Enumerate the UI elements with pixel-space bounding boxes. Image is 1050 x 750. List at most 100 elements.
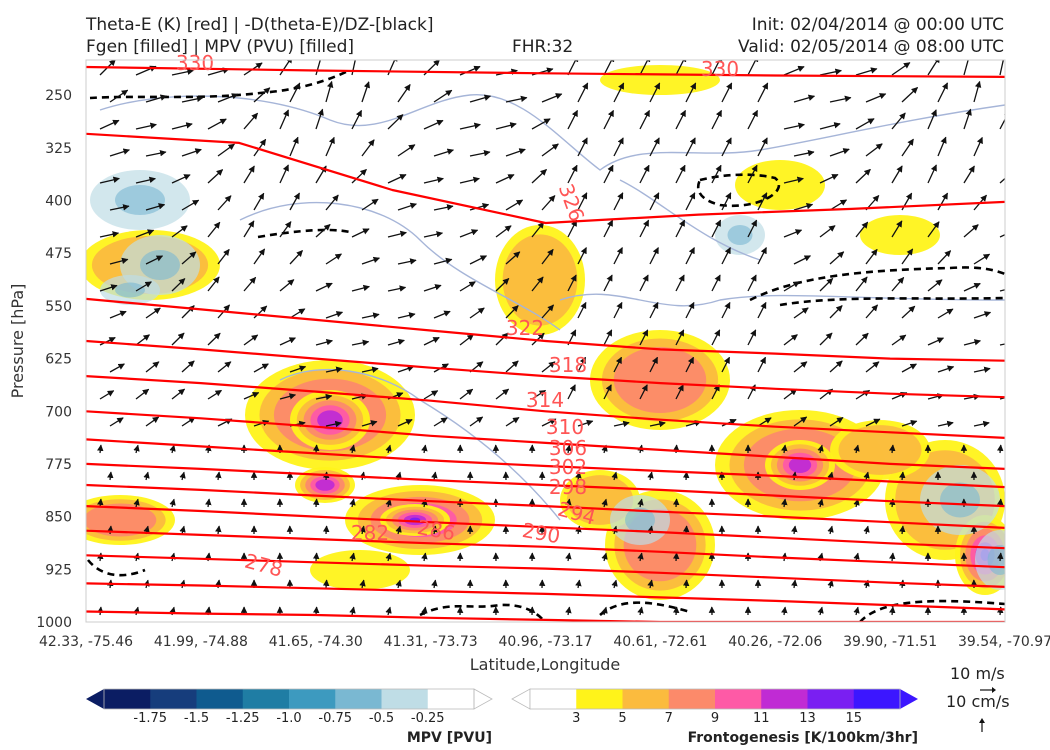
wind-vector — [145, 203, 166, 211]
wind-vector — [541, 248, 554, 265]
wind-vector — [865, 304, 879, 319]
wind-vector — [541, 361, 556, 373]
wind-vector — [181, 95, 204, 103]
wind-vector — [423, 284, 442, 292]
wind-vector — [361, 256, 380, 265]
mpv-colorbar-tick: -1.0 — [276, 711, 301, 726]
mpv-colorbar-swatch — [381, 689, 429, 709]
wind-vector — [757, 417, 772, 427]
wind-vector — [649, 301, 659, 319]
wind-vector — [829, 416, 844, 427]
wind-vector — [397, 202, 417, 211]
wind-vector — [649, 247, 659, 265]
wind-vector — [901, 138, 914, 157]
theta-e-contour-326 — [86, 132, 1005, 225]
wind-vector — [423, 119, 444, 130]
fgen-colorbar-swatch — [715, 689, 762, 709]
wind-vector — [685, 137, 696, 157]
wind-vector — [387, 174, 407, 184]
wind-vector — [819, 225, 836, 238]
wind-vector — [109, 148, 130, 157]
wind-vector — [135, 388, 150, 400]
wind-vector — [675, 219, 686, 238]
wind-vector — [395, 525, 402, 535]
wind-vector — [793, 255, 811, 265]
mpv-colorbar-swatch — [104, 689, 151, 709]
wind-vector — [999, 233, 1005, 238]
wind-vector — [577, 137, 588, 157]
wind-vector — [207, 118, 227, 130]
wind-vector — [541, 93, 563, 103]
fgen-colorbar-label: Frontogenesis [K/100km/3hr] — [688, 730, 918, 746]
wind-vector — [999, 397, 1005, 400]
wind-vector — [855, 118, 875, 130]
wind-vector — [421, 552, 428, 562]
x-tick-label: 39.90, -71.51 — [843, 634, 937, 650]
wind-vector — [927, 221, 940, 238]
wind-vector — [973, 366, 991, 373]
wind-vector — [603, 109, 615, 130]
wind-vector — [793, 94, 816, 103]
wind-vector — [637, 552, 644, 562]
wind-vector — [145, 361, 160, 373]
wind-vector — [351, 109, 363, 130]
wind-vector — [927, 337, 945, 346]
wind-vector — [469, 307, 485, 319]
wind-vector — [711, 109, 723, 130]
wind-vector — [469, 416, 484, 427]
wind-vector — [469, 94, 492, 103]
wind-vector — [322, 579, 330, 589]
wind-vector — [639, 384, 648, 400]
wind-vector — [891, 165, 903, 184]
x-tick-label: 39.54, -70.97 — [958, 634, 1050, 650]
fgen-colorbar-tick: 11 — [753, 711, 770, 726]
stability-contours — [86, 68, 1005, 622]
wind-vector — [672, 552, 680, 562]
wind-vector — [853, 552, 860, 562]
wind-vector — [611, 579, 618, 589]
wind-vector — [289, 192, 300, 211]
theta-e-contour-290 — [86, 529, 1005, 569]
wind-vector — [207, 276, 220, 292]
wind-vector — [361, 312, 380, 319]
wind-vector — [181, 199, 200, 211]
wind-vector — [431, 471, 438, 481]
wind-vector — [361, 420, 378, 427]
wind-vector — [649, 82, 661, 103]
wind-vector — [387, 338, 405, 346]
wind-vector — [927, 164, 937, 184]
wind-vector — [685, 301, 695, 319]
stability-contour — [696, 173, 781, 208]
wind-vector — [781, 444, 788, 454]
wind-vector — [999, 177, 1005, 184]
wind-vector — [747, 164, 758, 184]
wind-vector — [325, 136, 335, 157]
fgen-fill-region — [735, 160, 825, 210]
wind-vector — [243, 220, 255, 238]
wind-vector — [891, 62, 911, 76]
wind-vector — [937, 192, 949, 211]
wind-vector — [567, 274, 577, 292]
wind-vector — [829, 199, 848, 211]
wind-vector — [145, 94, 168, 103]
wind-vector — [99, 336, 116, 346]
wind-vector — [817, 606, 824, 616]
wind-vector — [672, 498, 680, 508]
wind-vector — [721, 192, 732, 211]
wind-vector — [999, 343, 1005, 346]
wind-vector — [217, 195, 232, 211]
wind-vector — [747, 109, 759, 130]
wind-vector — [495, 388, 510, 400]
wind-vector — [865, 248, 878, 265]
wind-vector — [289, 250, 303, 265]
y-tick-label: 1000 — [36, 615, 72, 631]
fgen-colorbar-swatch — [853, 689, 901, 709]
wind-vector — [685, 356, 695, 373]
wind-vector — [315, 282, 333, 292]
wind-vector — [279, 164, 289, 184]
mpv-colorbar-swatch — [196, 689, 244, 709]
wind-vector — [601, 498, 608, 508]
theta-e-contour-278 — [86, 610, 1005, 622]
fgen-colorbar-arrow-left — [511, 688, 531, 710]
